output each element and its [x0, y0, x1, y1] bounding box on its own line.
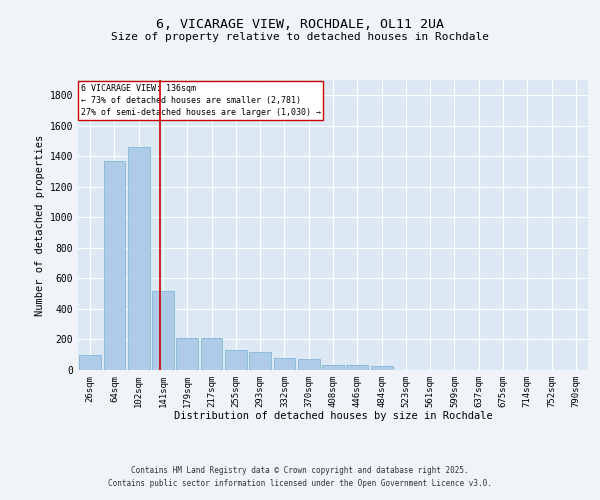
Bar [322, 364, 344, 370]
Bar [298, 360, 320, 370]
Bar [371, 366, 392, 370]
Bar [79, 354, 101, 370]
Bar [200, 338, 223, 370]
Text: 6 VICARAGE VIEW: 136sqm
← 73% of detached houses are smaller (2,781)
27% of semi: 6 VICARAGE VIEW: 136sqm ← 73% of detache… [80, 84, 320, 117]
Text: 6, VICARAGE VIEW, ROCHDALE, OL11 2UA: 6, VICARAGE VIEW, ROCHDALE, OL11 2UA [156, 18, 444, 30]
Bar [249, 352, 271, 370]
Text: Contains HM Land Registry data © Crown copyright and database right 2025.
Contai: Contains HM Land Registry data © Crown c… [108, 466, 492, 487]
Bar [104, 161, 125, 370]
X-axis label: Distribution of detached houses by size in Rochdale: Distribution of detached houses by size … [173, 412, 493, 422]
Bar [152, 290, 174, 370]
Bar [225, 350, 247, 370]
Bar [128, 147, 149, 370]
Bar [346, 364, 368, 370]
Bar [176, 338, 198, 370]
Bar [274, 358, 295, 370]
Y-axis label: Number of detached properties: Number of detached properties [35, 134, 46, 316]
Text: Size of property relative to detached houses in Rochdale: Size of property relative to detached ho… [111, 32, 489, 42]
